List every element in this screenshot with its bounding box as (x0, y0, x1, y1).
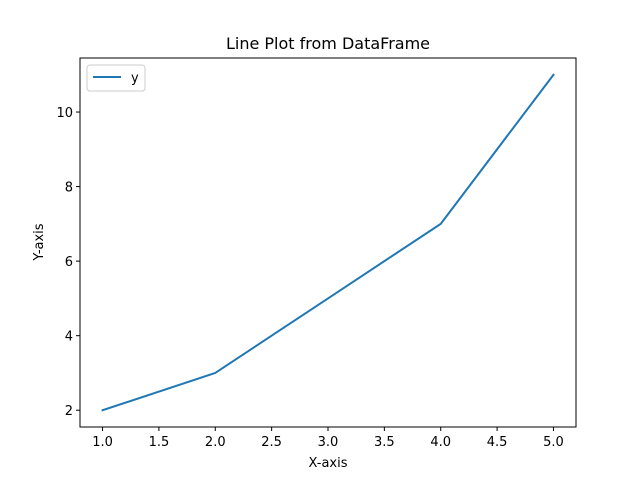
y-tick-label: 6 (65, 255, 73, 270)
legend: y (86, 64, 146, 92)
y-axis-ticks: 2 4 6 8 10 (56, 106, 80, 419)
y-tick-label: 2 (65, 404, 73, 419)
x-tick-label: 2.0 (205, 435, 226, 450)
x-tick-label: 3.0 (318, 435, 339, 450)
x-tick-label: 2.5 (261, 435, 282, 450)
plot-area-frame (79, 57, 577, 428)
x-tick-label: 4.0 (430, 435, 451, 450)
y-tick-label: 10 (56, 106, 73, 121)
chart-title: Line Plot from DataFrame (226, 34, 430, 53)
y-tick-label: 4 (65, 330, 73, 345)
y-axis-label: Y-axis (32, 223, 47, 261)
x-axis-ticks: 1.0 1.5 2.0 2.5 3.0 3.5 4.0 4.5 5.0 (92, 427, 564, 450)
x-axis-label: X-axis (309, 456, 348, 471)
x-tick-label: 5.0 (543, 435, 564, 450)
series-layer (101, 73, 555, 412)
y-tick-label: 8 (65, 181, 73, 196)
x-tick-label: 4.5 (487, 435, 508, 450)
x-tick-label: 1.5 (149, 435, 170, 450)
x-tick-label: 3.5 (374, 435, 395, 450)
legend-label: y (131, 71, 139, 86)
x-tick-label: 1.0 (92, 435, 113, 450)
series-line-y (101, 73, 555, 412)
